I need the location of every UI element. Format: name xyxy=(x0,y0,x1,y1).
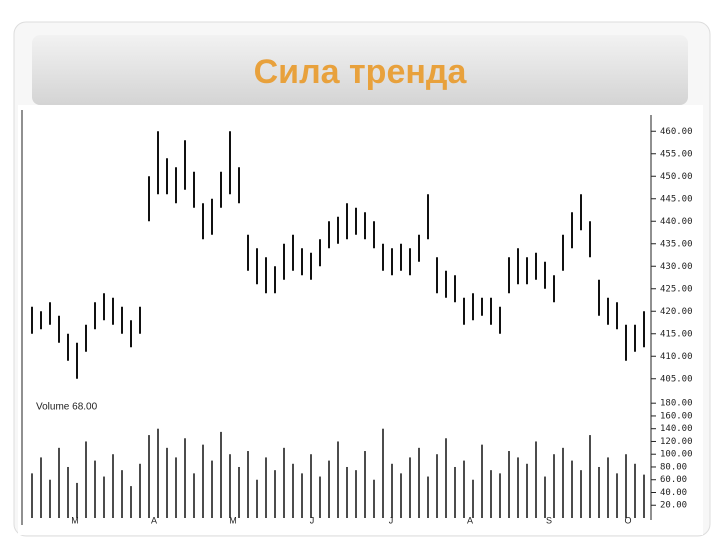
y-tick-label: 450.00 xyxy=(660,172,693,182)
x-tick-label: M xyxy=(71,515,79,525)
chart-area xyxy=(18,105,703,535)
y-tick-label: 460.00 xyxy=(660,127,693,137)
y-tick-label: 160.00 xyxy=(660,411,693,421)
x-tick-label: A xyxy=(467,515,473,525)
y-tick-label: 455.00 xyxy=(660,149,693,159)
volume-label: Volume 68.00 xyxy=(36,402,98,413)
title-bar xyxy=(32,35,688,105)
y-tick-label: 60.00 xyxy=(660,475,687,485)
slide-title: Сила тренда xyxy=(254,53,468,91)
y-tick-label: 100.00 xyxy=(660,450,693,460)
y-tick-label: 415.00 xyxy=(660,329,693,339)
y-tick-label: 180.00 xyxy=(660,399,693,409)
y-tick-label: 405.00 xyxy=(660,374,693,384)
x-tick-label: J xyxy=(310,515,315,525)
y-tick-label: 440.00 xyxy=(660,217,693,227)
x-tick-label: M xyxy=(229,515,237,525)
y-tick-label: 430.00 xyxy=(660,262,693,272)
x-tick-label: O xyxy=(624,515,631,525)
y-tick-label: 40.00 xyxy=(660,488,687,498)
y-tick-label: 420.00 xyxy=(660,307,693,317)
y-tick-label: 410.00 xyxy=(660,352,693,362)
x-tick-label: J xyxy=(389,515,394,525)
x-tick-label: A xyxy=(151,515,157,525)
y-tick-label: 445.00 xyxy=(660,194,693,204)
y-tick-label: 120.00 xyxy=(660,437,693,447)
x-tick-label: S xyxy=(546,515,552,525)
y-tick-label: 140.00 xyxy=(660,424,693,434)
y-tick-label: 435.00 xyxy=(660,239,693,249)
y-tick-label: 425.00 xyxy=(660,284,693,294)
y-tick-label: 80.00 xyxy=(660,462,687,472)
y-tick-label: 20.00 xyxy=(660,501,687,511)
